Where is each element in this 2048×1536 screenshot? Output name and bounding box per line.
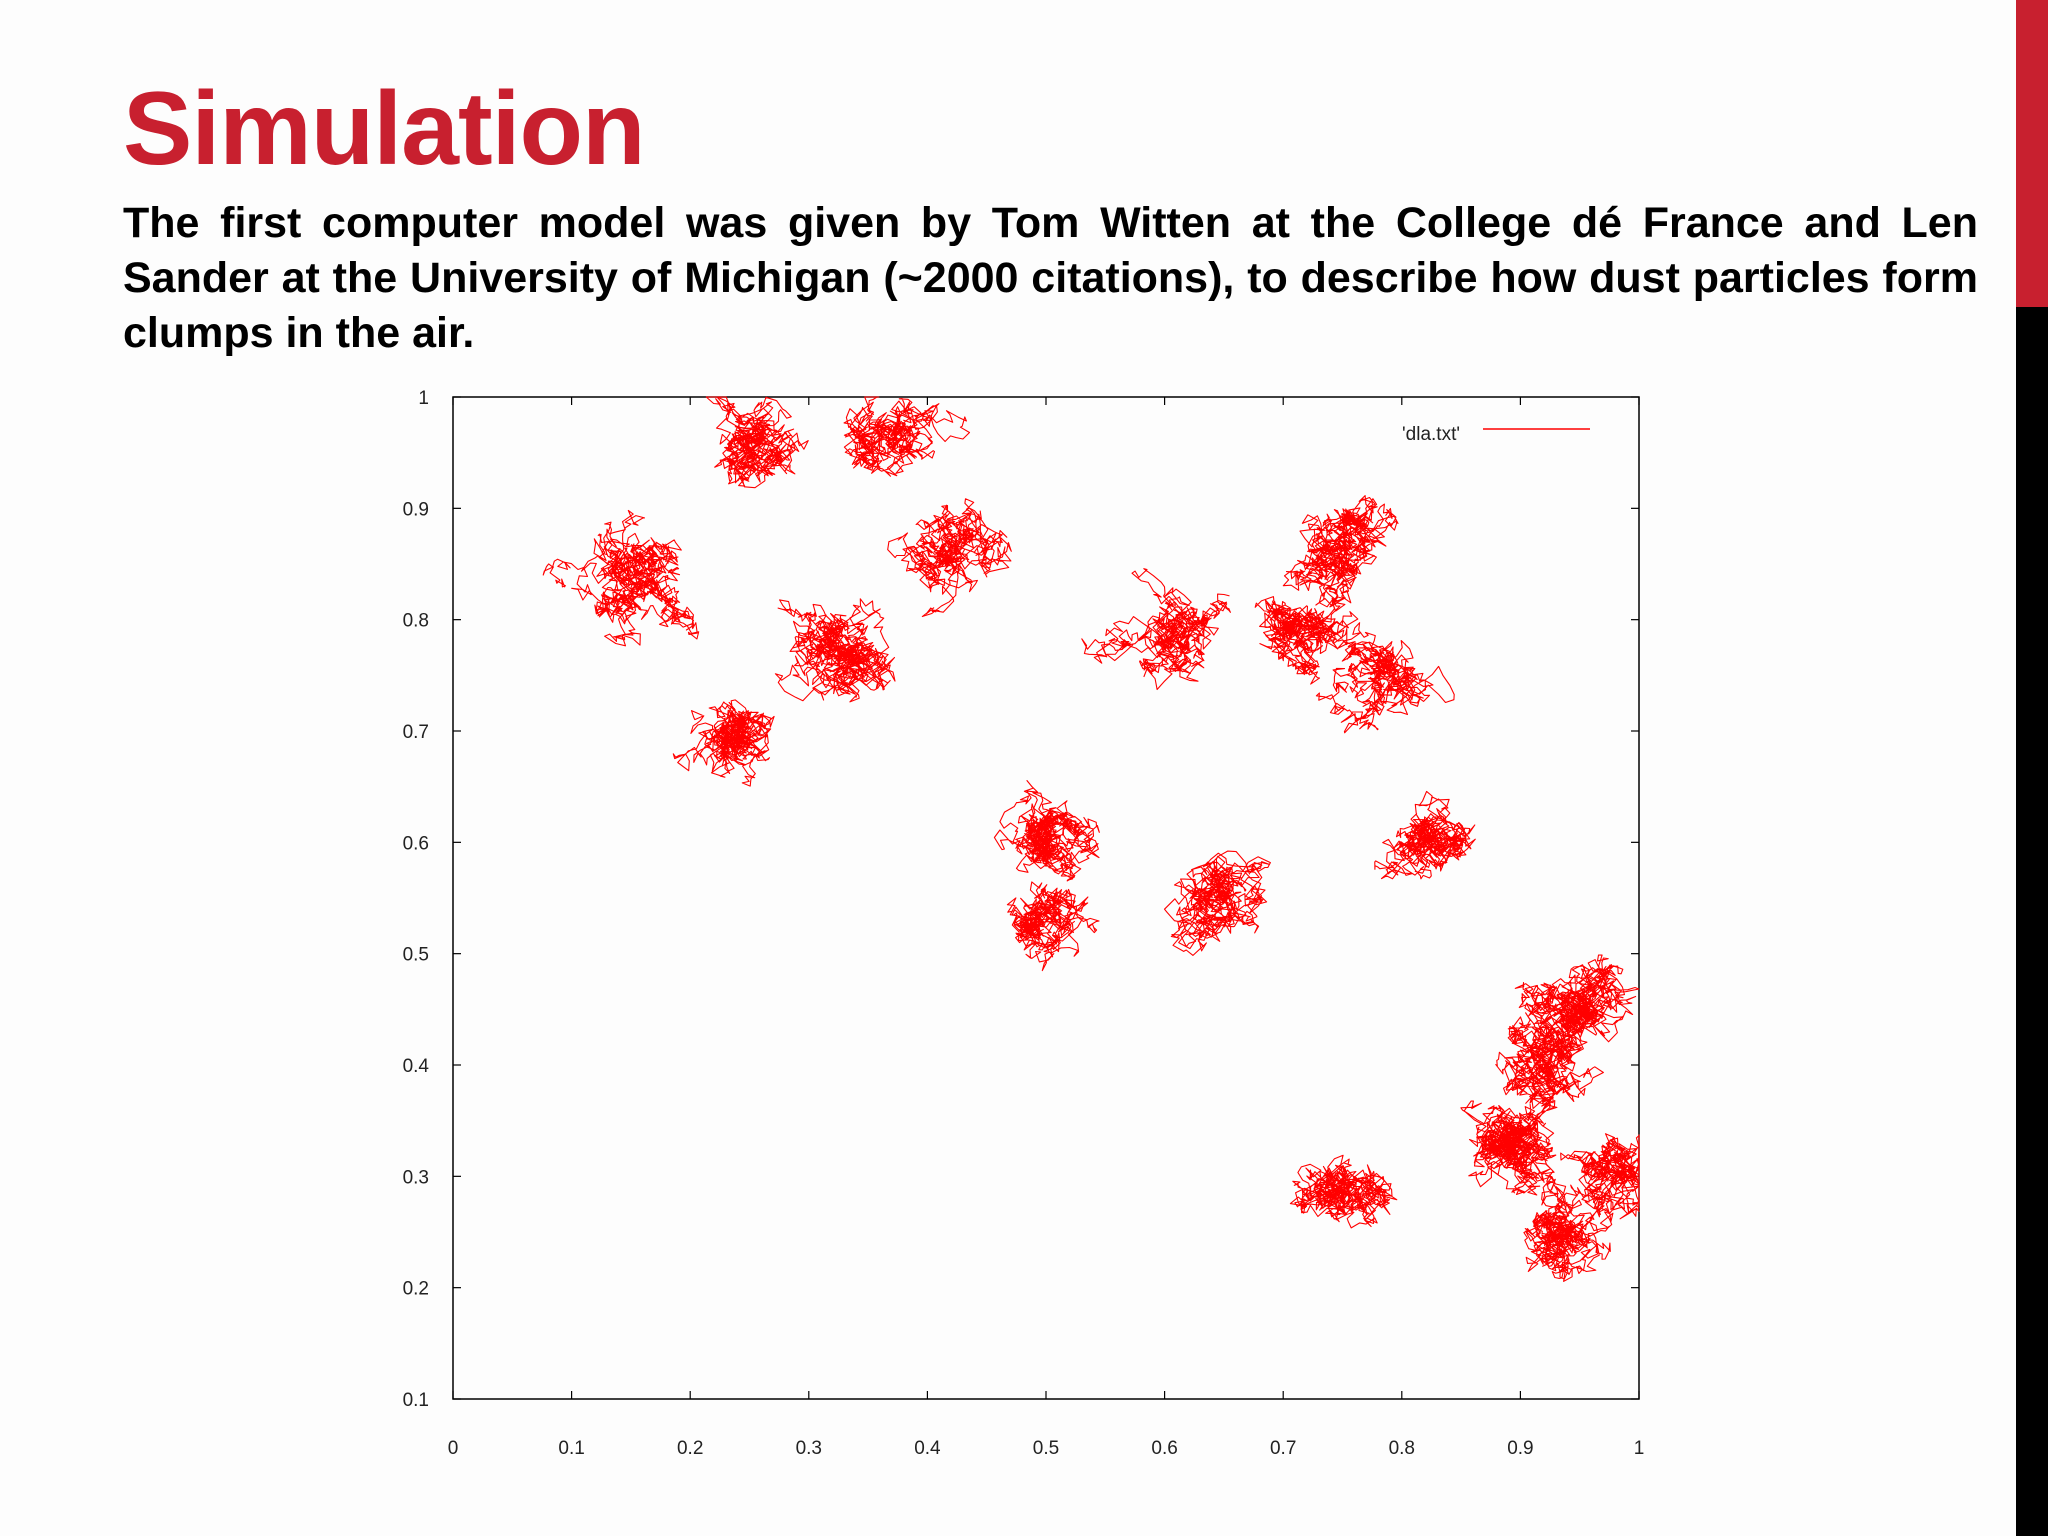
y-tick-label: 0.9	[403, 499, 429, 520]
dla-cluster-trace	[1514, 954, 1640, 1064]
plot-area	[542, 396, 1640, 1282]
y-tick-label: 0.5	[403, 945, 429, 966]
y-tick-label: 1	[418, 388, 429, 409]
x-tick-label: 0.2	[677, 1438, 703, 1459]
x-tick-label: 0.8	[1389, 1438, 1415, 1459]
dla-cluster-trace	[1315, 622, 1455, 734]
accent-bar-red	[2016, 0, 2048, 307]
x-tick-label: 0.7	[1270, 1438, 1296, 1459]
slide-title: Simulation	[123, 71, 646, 187]
y-tick-label: 0.3	[403, 1167, 429, 1188]
plot-frame	[452, 396, 1640, 1400]
dla-cluster-trace	[542, 509, 700, 647]
x-tick-label: 0	[448, 1438, 459, 1459]
x-tick-label: 0.5	[1033, 1438, 1059, 1459]
x-tick-label: 0.1	[558, 1438, 584, 1459]
y-tick-label: 0.4	[403, 1056, 430, 1077]
axis-ticks: 0 0.1 0.2 0.3 0.4 0.5 0.6 0.7 0.8 0.9 1 0.1 0.2 0.3 0.…	[403, 388, 1645, 1459]
legend-label: 'dla.txt'	[1402, 424, 1460, 445]
dla-cluster-trace	[993, 780, 1100, 882]
dla-cluster-trace	[774, 598, 896, 703]
dla-cluster-trace	[1254, 591, 1359, 685]
y-tick-label: 0.2	[403, 1279, 429, 1300]
y-tick-label: 0.7	[403, 722, 429, 743]
x-tick-label: 0.6	[1151, 1438, 1177, 1459]
dla-cluster-trace	[705, 396, 809, 489]
x-tick-label: 0.4	[914, 1438, 941, 1459]
dla-cluster-trace	[1460, 1094, 1557, 1196]
dla-cluster-trace	[843, 396, 971, 477]
y-tick-label: 0.1	[403, 1390, 429, 1411]
dla-cluster-trace	[1374, 790, 1476, 880]
dla-cluster-trace	[1006, 881, 1100, 972]
x-tick-label: 0.9	[1507, 1438, 1533, 1459]
dla-cluster-trace	[1289, 1154, 1398, 1229]
y-tick-label: 0.8	[403, 611, 429, 632]
legend: 'dla.txt'	[1402, 424, 1590, 445]
dla-cluster-trace	[1282, 495, 1399, 612]
dla-cluster-trace	[1081, 568, 1231, 691]
accent-bar-black	[2016, 307, 2048, 1536]
dla-cluster-trace	[1554, 1133, 1640, 1220]
dla-cluster-trace	[1523, 1174, 1614, 1282]
x-tick-label: 1	[1634, 1438, 1645, 1459]
slide-body-text: The first computer model was given by To…	[123, 199, 1978, 357]
dla-cluster-trace	[887, 498, 1012, 618]
y-tick-label: 0.6	[403, 833, 429, 854]
x-tick-label: 0.3	[796, 1438, 822, 1459]
dla-cluster-trace	[1495, 1003, 1604, 1112]
dla-chart: 0 0.1 0.2 0.3 0.4 0.5 0.6 0.7 0.8 0.9 1 0.1 0.2 0.3 0.…	[403, 388, 1645, 1459]
dla-cluster-trace	[672, 699, 775, 787]
dla-cluster-trace	[1163, 850, 1271, 956]
